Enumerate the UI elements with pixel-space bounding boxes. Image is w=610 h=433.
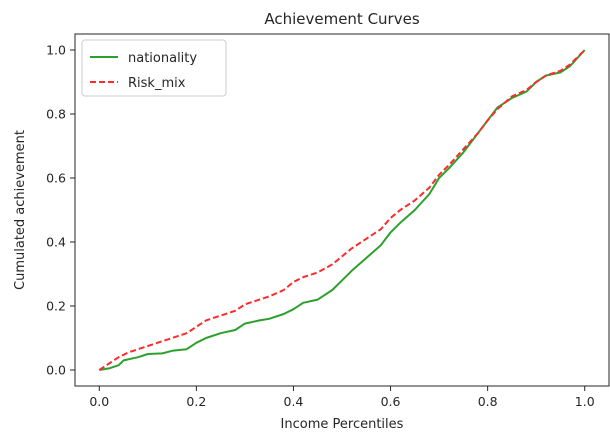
legend-label-nationality: nationality bbox=[128, 51, 197, 66]
y-tick-label: 0.8 bbox=[46, 107, 66, 122]
y-tick-label: 0.2 bbox=[46, 299, 66, 314]
legend-label-risk-mix: Risk_mix bbox=[128, 76, 186, 91]
y-tick-label: 0.4 bbox=[46, 235, 66, 250]
x-axis-ticks: 0.0 0.2 0.4 0.6 0.8 1.0 bbox=[89, 386, 595, 409]
x-tick-label: 0.0 bbox=[89, 394, 109, 409]
y-axis-label: Cumulated achievement bbox=[13, 130, 28, 290]
x-tick-label: 0.4 bbox=[284, 394, 304, 409]
x-tick-label: 1.0 bbox=[575, 394, 595, 409]
plot-area bbox=[74, 33, 610, 387]
y-tick-label: 0.6 bbox=[46, 171, 66, 186]
series-lines bbox=[98, 49, 586, 371]
x-tick-label: 0.2 bbox=[186, 394, 206, 409]
y-tick-label: 0.0 bbox=[46, 363, 66, 378]
chart-title: Achievement Curves bbox=[264, 10, 420, 28]
y-axis-ticks: 0.0 0.2 0.4 0.6 0.8 1.0 bbox=[46, 43, 75, 378]
legend: nationality Risk_mix bbox=[81, 39, 227, 97]
y-tick-label: 1.0 bbox=[46, 43, 66, 58]
x-tick-label: 0.6 bbox=[381, 394, 401, 409]
x-tick-label: 0.8 bbox=[478, 394, 498, 409]
series-line-nationality bbox=[99, 49, 586, 371]
series-line-risk-mix bbox=[98, 49, 586, 371]
x-axis-label: Income Percentiles bbox=[281, 417, 404, 432]
